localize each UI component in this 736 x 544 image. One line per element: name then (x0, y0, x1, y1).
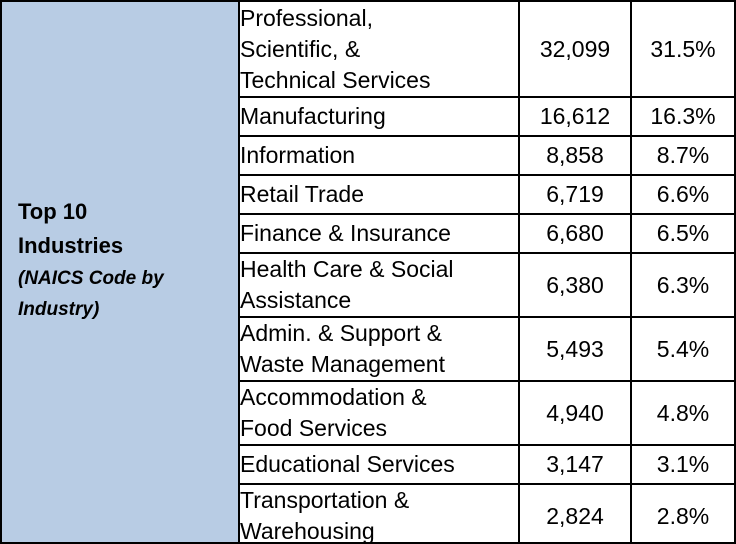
establishment-count-cell: 16,612 (518, 96, 632, 137)
percent-cell: 5.4% (630, 316, 734, 382)
industry-data-table: Professional, Scientific, & Technical Se… (240, 2, 734, 544)
percent-cell: 6.3% (630, 252, 734, 318)
table-row: Health Care & Social Assistance 6,380 6.… (240, 252, 734, 318)
industry-name-line: Scientific, & (240, 35, 361, 62)
industry-name-line: Educational Services (240, 451, 455, 477)
establishment-count-cell: 32,099 (518, 2, 632, 98)
table-row: Finance & Insurance 6,680 6.5% (240, 213, 734, 254)
percent-cell: 6.6% (630, 174, 734, 215)
industry-name-cell: Manufacturing (240, 96, 520, 137)
table-row: Professional, Scientific, & Technical Se… (240, 2, 734, 98)
industry-name-line: Food Services (240, 415, 388, 441)
establishment-count-cell: 3,147 (518, 444, 632, 485)
industry-name-line: Admin. & Support & (240, 320, 442, 346)
establishment-count-cell: 4,940 (518, 380, 632, 446)
establishment-count-cell: 6,719 (518, 174, 632, 215)
establishment-count-cell: 6,380 (518, 252, 632, 318)
table-row: Accommodation & Food Services 4,940 4.8% (240, 380, 734, 446)
industry-name-line: Waste Management (240, 351, 445, 377)
industry-name-cell: Admin. & Support & Waste Management (240, 316, 520, 382)
industry-name-cell: Information (240, 135, 520, 176)
establishment-count-cell: 8,858 (518, 135, 632, 176)
industry-name-line: Information (240, 142, 356, 168)
percent-cell: 31.5% (630, 2, 734, 98)
industry-name-cell: Retail Trade (240, 174, 520, 215)
row-header-subtitle-line-1: (NAICS Code by (18, 268, 164, 289)
percent-cell: 6.5% (630, 213, 734, 254)
table-row: Admin. & Support & Waste Management 5,49… (240, 316, 734, 382)
percent-cell: 2.8% (630, 483, 734, 544)
establishment-count-cell: 6,680 (518, 213, 632, 254)
establishment-count-cell: 2,824 (518, 483, 632, 544)
industry-name-cell: Accommodation & Food Services (240, 380, 520, 446)
industry-name-line: Assistance (240, 287, 352, 313)
industry-name-line: Transportation & (240, 487, 410, 513)
row-header-title-line-1: Top 10 (18, 199, 88, 224)
industry-name-cell: Health Care & Social Assistance (240, 252, 520, 318)
percent-cell: 16.3% (630, 96, 734, 137)
row-header-cell: Top 10 Industries (NAICS Code by Industr… (2, 2, 240, 542)
percent-cell: 8.7% (630, 135, 734, 176)
percent-cell: 3.1% (630, 444, 734, 485)
industry-name-cell: Professional, Scientific, & Technical Se… (240, 2, 520, 98)
table-row: Manufacturing 16,612 16.3% (240, 96, 734, 137)
industry-name-line: Retail Trade (240, 181, 365, 207)
industry-name-line: Professional, (240, 4, 373, 31)
industry-name-cell: Transportation & Warehousing (240, 483, 520, 544)
table-row: Retail Trade 6,719 6.6% (240, 174, 734, 215)
table-row: Educational Services 3,147 3.1% (240, 444, 734, 485)
industry-name-line: Health Care & Social (240, 256, 454, 282)
industry-name-line: Technical Services (240, 66, 431, 93)
row-header-subtitle-line-2: Industry) (18, 299, 100, 320)
industry-name-line: Manufacturing (240, 103, 386, 129)
industry-name-line: Accommodation & (240, 384, 427, 410)
industry-name-line: Finance & Insurance (240, 220, 451, 246)
industry-name-cell: Educational Services (240, 444, 520, 485)
percent-cell: 4.8% (630, 380, 734, 446)
row-header-text: Top 10 Industries (NAICS Code by Industr… (18, 195, 233, 325)
industry-name-line: Warehousing (240, 518, 375, 544)
establishment-count-cell: 5,493 (518, 316, 632, 382)
table-row: Transportation & Warehousing 2,824 2.8% (240, 483, 734, 544)
industry-name-cell: Finance & Insurance (240, 213, 520, 254)
row-header-title-line-2: Industries (18, 233, 124, 258)
table-row: Information 8,858 8.7% (240, 135, 734, 176)
